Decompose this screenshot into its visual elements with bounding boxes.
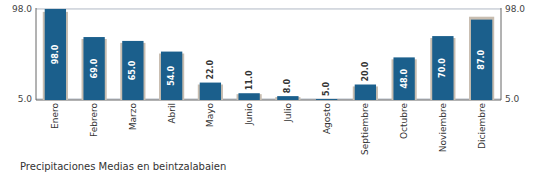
data-label: 22.0 — [206, 59, 215, 79]
data-label: 98.0 — [51, 44, 60, 64]
chart: 98.0 69.0 65.0 54.0 22.0 11.0 8.0 5.0 20.0 48.0 70… — [0, 0, 537, 174]
data-label: 54.0 — [167, 65, 176, 85]
title: Precipitaciones Medias en beintzalabaien — [20, 161, 226, 172]
x-tick-label: Julio — [283, 103, 293, 123]
bar — [355, 85, 376, 100]
x-tick-label: Enero — [50, 103, 60, 129]
x-tick-label: Diciembre — [477, 103, 487, 149]
bar — [238, 93, 259, 100]
bar — [237, 94, 262, 100]
bar — [432, 36, 453, 100]
grid-line — [36, 8, 501, 9]
data-label: 8.0 — [283, 79, 292, 94]
bars — [43, 9, 494, 100]
x-tick-label: Agosto — [322, 103, 332, 135]
y2-tick-label: 5.0 — [505, 94, 520, 104]
bar — [161, 52, 182, 100]
bar — [471, 20, 492, 100]
y-tick-label: 5.0 — [18, 94, 33, 104]
bar — [316, 99, 337, 100]
data-label: 70.0 — [438, 58, 447, 78]
bar — [83, 37, 104, 100]
x-tick-label: Octubre — [399, 103, 409, 139]
data-label: 65.0 — [128, 60, 137, 80]
x-tick-label: Marzo — [128, 103, 138, 131]
data-label: 11.0 — [245, 70, 254, 90]
bar — [469, 17, 494, 100]
bar — [122, 41, 143, 100]
data-label: 5.0 — [322, 81, 331, 96]
data-label: 48.0 — [400, 68, 409, 88]
bar — [275, 97, 300, 100]
y-axis-line — [36, 8, 37, 100]
data-label: 87.0 — [477, 50, 486, 70]
x-tick-label: Noviembre — [438, 103, 448, 153]
x-tick-label: Junio — [244, 103, 254, 127]
data-label: 69.0 — [90, 58, 99, 78]
bar — [314, 100, 339, 101]
bar — [200, 83, 221, 100]
data-label: 20.0 — [361, 61, 370, 81]
x-tick-label: Febrero — [89, 103, 99, 137]
x-tick-label: Abril — [167, 103, 177, 124]
bar — [393, 57, 414, 100]
y2-tick-label: 98.0 — [505, 4, 525, 14]
y2-axis-line — [501, 8, 502, 100]
x-tick-label: Mayo — [205, 103, 215, 128]
bar — [277, 96, 298, 100]
x-tick-label: Septiembre — [360, 103, 370, 156]
y-tick-label: 98.0 — [12, 4, 32, 14]
bar — [45, 9, 66, 100]
